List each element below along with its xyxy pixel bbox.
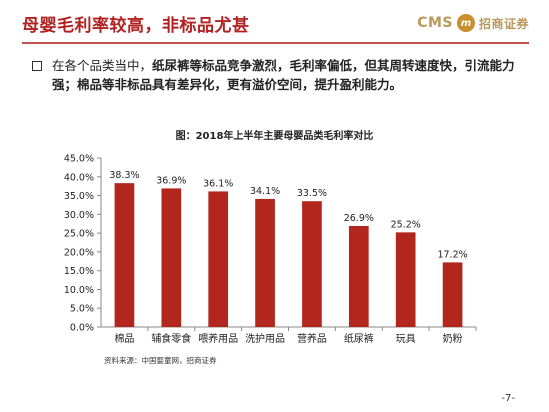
bar-1: [114, 183, 135, 327]
data-label: 17.2%: [437, 249, 467, 260]
y-tick-label: 35.0%: [64, 191, 94, 202]
bar-7: [395, 232, 416, 327]
bar-8: [442, 262, 463, 327]
y-tick-label: 5.0%: [70, 304, 94, 315]
y-tick-label: 40.0%: [64, 172, 94, 183]
logo-company-name: 招商证券: [478, 16, 529, 31]
logo-mark-icon: m: [456, 14, 475, 32]
header-divider: [22, 42, 529, 44]
x-tick-label: 纸尿裤: [344, 332, 374, 345]
y-tick-label: 20.0%: [64, 247, 94, 258]
data-label: 34.1%: [250, 186, 280, 197]
slide-header: 母婴毛利率较高，非标品尤甚 CMS m 招商证券: [0, 0, 549, 44]
x-tick-label: 喂养用品: [198, 332, 238, 345]
x-tick-label: 棉品: [114, 332, 134, 345]
data-label: 36.9%: [156, 175, 186, 186]
logo-cms-text: CMS: [417, 15, 453, 31]
bar-3: [208, 191, 229, 327]
y-tick-label: 25.0%: [64, 229, 94, 240]
y-tick-label: 30.0%: [64, 210, 94, 221]
bar-4: [255, 198, 275, 327]
data-label: 33.5%: [297, 188, 327, 199]
bar-6: [348, 225, 369, 327]
x-tick-label: 洗护用品: [245, 332, 285, 345]
y-tick-label: 15.0%: [64, 266, 94, 277]
company-logo: CMS m 招商证券: [417, 12, 529, 34]
data-label: 38.3%: [109, 170, 139, 181]
chart-title: 图：2018年上半年主要母婴品类毛利率对比: [175, 131, 374, 142]
source-note: 资料来源：中国婴童网，招商证券: [104, 356, 217, 365]
y-tick-label: 10.0%: [64, 285, 94, 296]
bar-2: [161, 188, 182, 327]
x-tick-label: 玩具: [396, 333, 416, 345]
x-tick-label: 辅食零食: [151, 332, 191, 345]
data-label: 25.2%: [391, 219, 421, 230]
y-tick-label: 0.0%: [70, 323, 94, 334]
y-tick-label: 45.0%: [64, 154, 94, 165]
bar-5: [302, 201, 322, 327]
x-tick-label: 营养品: [297, 332, 327, 345]
data-label: 36.1%: [203, 178, 233, 189]
intro-paragraph: 在各个品类当中，纸尿裤等标品竞争激烈，毛利率偏低，但其周转速度快，引流能力强；棉…: [52, 56, 527, 94]
data-label: 26.9%: [344, 213, 374, 224]
checkbox-bullet-icon: [32, 61, 42, 71]
page-number: -7-: [501, 393, 515, 404]
slide-title: 母婴毛利率较高，非标品尤甚: [22, 16, 250, 36]
x-tick-label: 奶粉: [443, 332, 463, 345]
intro-lead: 在各个品类当中，: [52, 58, 153, 73]
intro-body: 纸尿裤等标品竞争激烈，毛利率偏低，但其周转速度快，引流能力强；棉品等非标品具有差…: [52, 58, 515, 92]
